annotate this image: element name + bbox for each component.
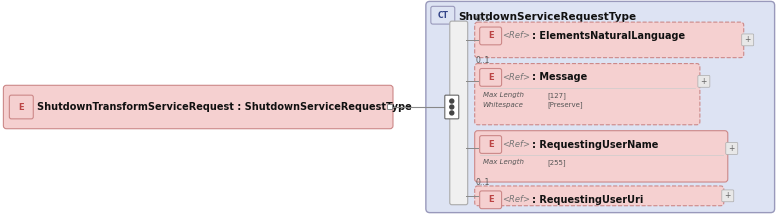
FancyBboxPatch shape (444, 95, 458, 119)
Text: 0..1: 0..1 (476, 14, 490, 23)
Text: <Ref>: <Ref> (503, 195, 531, 204)
Text: ShutdownTransformServiceRequest : ShutdownServiceRequestType: ShutdownTransformServiceRequest : Shutdo… (37, 102, 412, 112)
Circle shape (450, 111, 454, 115)
Text: Max Length: Max Length (483, 159, 524, 165)
FancyBboxPatch shape (388, 104, 392, 109)
Text: Whitespace: Whitespace (483, 102, 524, 108)
FancyBboxPatch shape (722, 190, 733, 202)
Text: [Preserve]: [Preserve] (548, 102, 583, 108)
Text: E: E (488, 73, 493, 82)
Text: +: + (725, 191, 731, 200)
Text: [127]: [127] (548, 92, 566, 98)
Text: <Ref>: <Ref> (503, 140, 531, 149)
FancyBboxPatch shape (475, 22, 744, 58)
FancyBboxPatch shape (3, 85, 393, 129)
FancyBboxPatch shape (479, 136, 502, 153)
Text: E: E (19, 103, 24, 112)
Text: E: E (488, 195, 493, 204)
Text: : ElementsNaturalLanguage: : ElementsNaturalLanguage (532, 31, 685, 41)
Text: +: + (701, 77, 707, 86)
Text: +: + (729, 144, 735, 153)
FancyBboxPatch shape (475, 64, 700, 125)
Text: : RequestingUserName: : RequestingUserName (532, 140, 659, 149)
Text: : RequestingUserUri: : RequestingUserUri (532, 195, 644, 205)
Circle shape (450, 105, 454, 109)
FancyBboxPatch shape (479, 69, 502, 86)
FancyBboxPatch shape (426, 1, 775, 213)
FancyBboxPatch shape (742, 34, 754, 46)
Text: 0..1: 0..1 (476, 55, 490, 64)
FancyBboxPatch shape (475, 131, 728, 182)
FancyBboxPatch shape (431, 6, 455, 24)
Circle shape (450, 99, 454, 103)
Text: CT: CT (437, 11, 448, 20)
Text: : Message: : Message (532, 72, 587, 82)
Text: +: + (744, 35, 751, 44)
FancyBboxPatch shape (475, 186, 724, 206)
FancyBboxPatch shape (479, 191, 502, 209)
Text: <Ref>: <Ref> (503, 73, 531, 82)
Text: Max Length: Max Length (483, 92, 524, 98)
Text: E: E (488, 140, 493, 149)
FancyBboxPatch shape (698, 75, 710, 87)
Text: E: E (488, 31, 493, 40)
FancyBboxPatch shape (479, 27, 502, 45)
Text: [255]: [255] (548, 159, 566, 166)
FancyBboxPatch shape (9, 95, 33, 119)
Text: <Ref>: <Ref> (503, 31, 531, 40)
Text: 0..1: 0..1 (476, 178, 490, 187)
FancyBboxPatch shape (726, 143, 737, 154)
Text: ShutdownServiceRequestType: ShutdownServiceRequestType (458, 12, 636, 22)
FancyBboxPatch shape (450, 21, 468, 205)
